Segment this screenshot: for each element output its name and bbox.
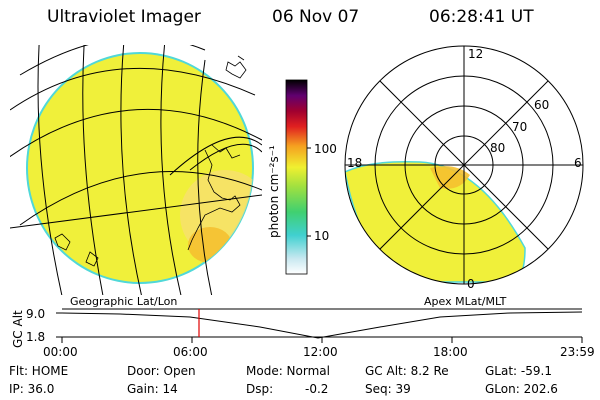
mlt-label-6: 6 [574,156,582,170]
status-dsp-value: -0.2 [305,382,329,396]
status-glon: GLon: 202.6 [485,382,558,396]
polar-caption: Apex MLat/MLT [424,295,507,308]
polar-grid [344,45,584,285]
status-gc-alt: GC Alt: 8.2 Re [365,364,449,378]
status-filter: Flt: HOME [9,364,69,378]
altitude-ytick: 1.8 [26,330,46,344]
lat-label-60: 60 [534,98,550,112]
altitude-xtick: 06:00 [173,345,208,359]
lat-lon-grid [10,45,262,295]
coastline [54,233,99,267]
date-label: 06 Nov 07 [272,7,360,27]
colorbar-unit-label: photon cm⁻²s⁻¹ [267,145,281,238]
altitude-xtick: 00:00 [43,345,78,359]
status-dsp-label: Dsp: [246,382,274,396]
colorbar [285,79,308,275]
polar-plot [344,45,584,285]
lat-label-80: 80 [490,141,506,155]
altitude-xtick: 12:00 [303,345,338,359]
coastline [225,55,247,79]
time-label: 06:28:41 UT [429,7,534,27]
colorbar-tick-label: 100 [314,142,337,156]
status-glat: GLat: -59.1 [485,364,552,378]
status-mode: Mode: Normal [246,364,330,378]
colorbar-tick-label: 10 [314,229,330,243]
bright-patch [188,227,232,263]
mlt-label-12: 12 [468,47,484,61]
app-title: Ultraviolet Imager [47,7,201,27]
mlt-label-0: 0 [467,277,475,291]
mlt-label-18: 18 [347,156,363,170]
altitude-xtick: 23:59 [560,345,595,359]
lat-label-70: 70 [512,120,528,134]
altitude-ylabel: GC Alt [11,310,25,348]
auroral-oval [345,160,526,283]
altitude-curve [61,311,583,339]
altitude-ytick: 9.0 [26,307,46,321]
bright-patch [430,166,470,189]
altitude-xtick: 18:00 [433,345,468,359]
geo-caption: Geographic Lat/Lon [70,295,178,308]
status-gain: Gain: 14 [127,382,178,396]
status-door: Door: Open [127,364,196,378]
altitude-plot [56,308,583,343]
geographic-image [10,45,262,295]
status-seq: Seq: 39 [365,382,411,396]
status-ip: IP: 36.0 [9,382,55,396]
